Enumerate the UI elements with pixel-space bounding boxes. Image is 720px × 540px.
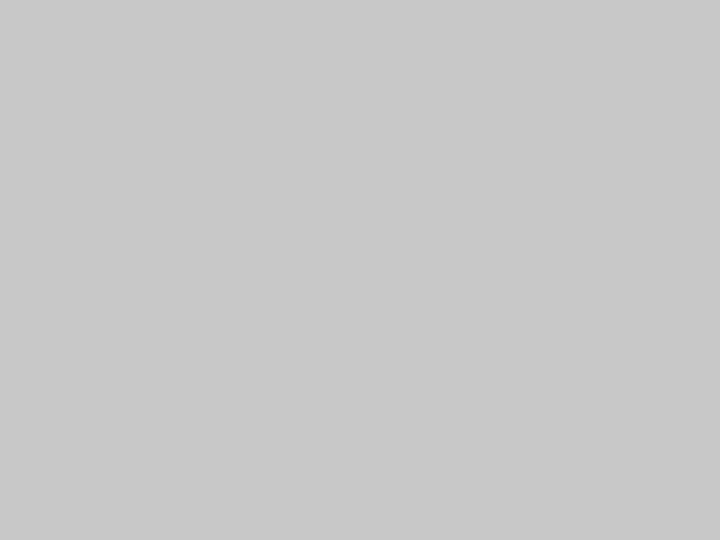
Text: 82: 82	[685, 508, 702, 521]
Text: –: –	[58, 390, 65, 404]
Text: Carbonation proceeds relatively rapidly at the surface. ?Vaterite?: Carbonation proceeds relatively rapidly …	[86, 463, 522, 476]
Text: concrete as there are no kinetic barriers. Lansfordite and: concrete as there are no kinetic barrier…	[86, 213, 468, 226]
Text: The curing of eco-cements in a moist - dry alternating environment: The curing of eco-cements in a moist - d…	[86, 301, 537, 314]
Text: ⇒: ⇒	[22, 86, 38, 105]
Text: –: –	[58, 301, 65, 315]
Text: cement concretes expand, sealing off further carbonation.: cement concretes expand, sealing off fur…	[86, 152, 477, 165]
Text: seems to encourage carbonation via Lansfordite and: seems to encourage carbonation via Lansf…	[86, 329, 439, 342]
Text: –: –	[58, 463, 65, 477]
Text: Presentation downloadable from www.tececo.com: Presentation downloadable from www.tecec…	[193, 508, 527, 521]
Text: Lansfordite and nesquehonite are formed in porous eco-cement: Lansfordite and nesquehonite are formed …	[86, 185, 513, 198]
Text: ⇒: ⇒	[22, 427, 38, 446]
Text: followed by Calcite is the principal product and lowers the pH to: followed by Calcite is the principal pro…	[86, 491, 516, 504]
Text: Ramifications of Carbonation: Ramifications of Carbonation	[158, 28, 548, 52]
Text: Carbonation results in a fall in pH.: Carbonation results in a fall in pH.	[86, 390, 314, 403]
Text: around 8.2: around 8.2	[86, 519, 158, 532]
Text: more acid resistant: more acid resistant	[212, 241, 357, 254]
Text: The magnesium carbonates that form at the surface of tec –: The magnesium carbonates that form at th…	[86, 124, 490, 137]
Text: nesquehonite are stronger and: nesquehonite are stronger and	[86, 241, 297, 254]
Text: Magesium Carbonates.: Magesium Carbonates.	[58, 86, 248, 102]
FancyBboxPatch shape	[32, 11, 680, 80]
Text: than calcite: than calcite	[291, 241, 374, 254]
Text: –: –	[58, 185, 65, 199]
Text: or aragonite.: or aragonite.	[86, 269, 173, 282]
FancyBboxPatch shape	[22, 5, 684, 75]
Text: Portland Cement Concretes: Portland Cement Concretes	[58, 427, 285, 442]
Text: –: –	[58, 124, 65, 138]
Text: nesquehonite .: nesquehonite .	[86, 357, 186, 370]
